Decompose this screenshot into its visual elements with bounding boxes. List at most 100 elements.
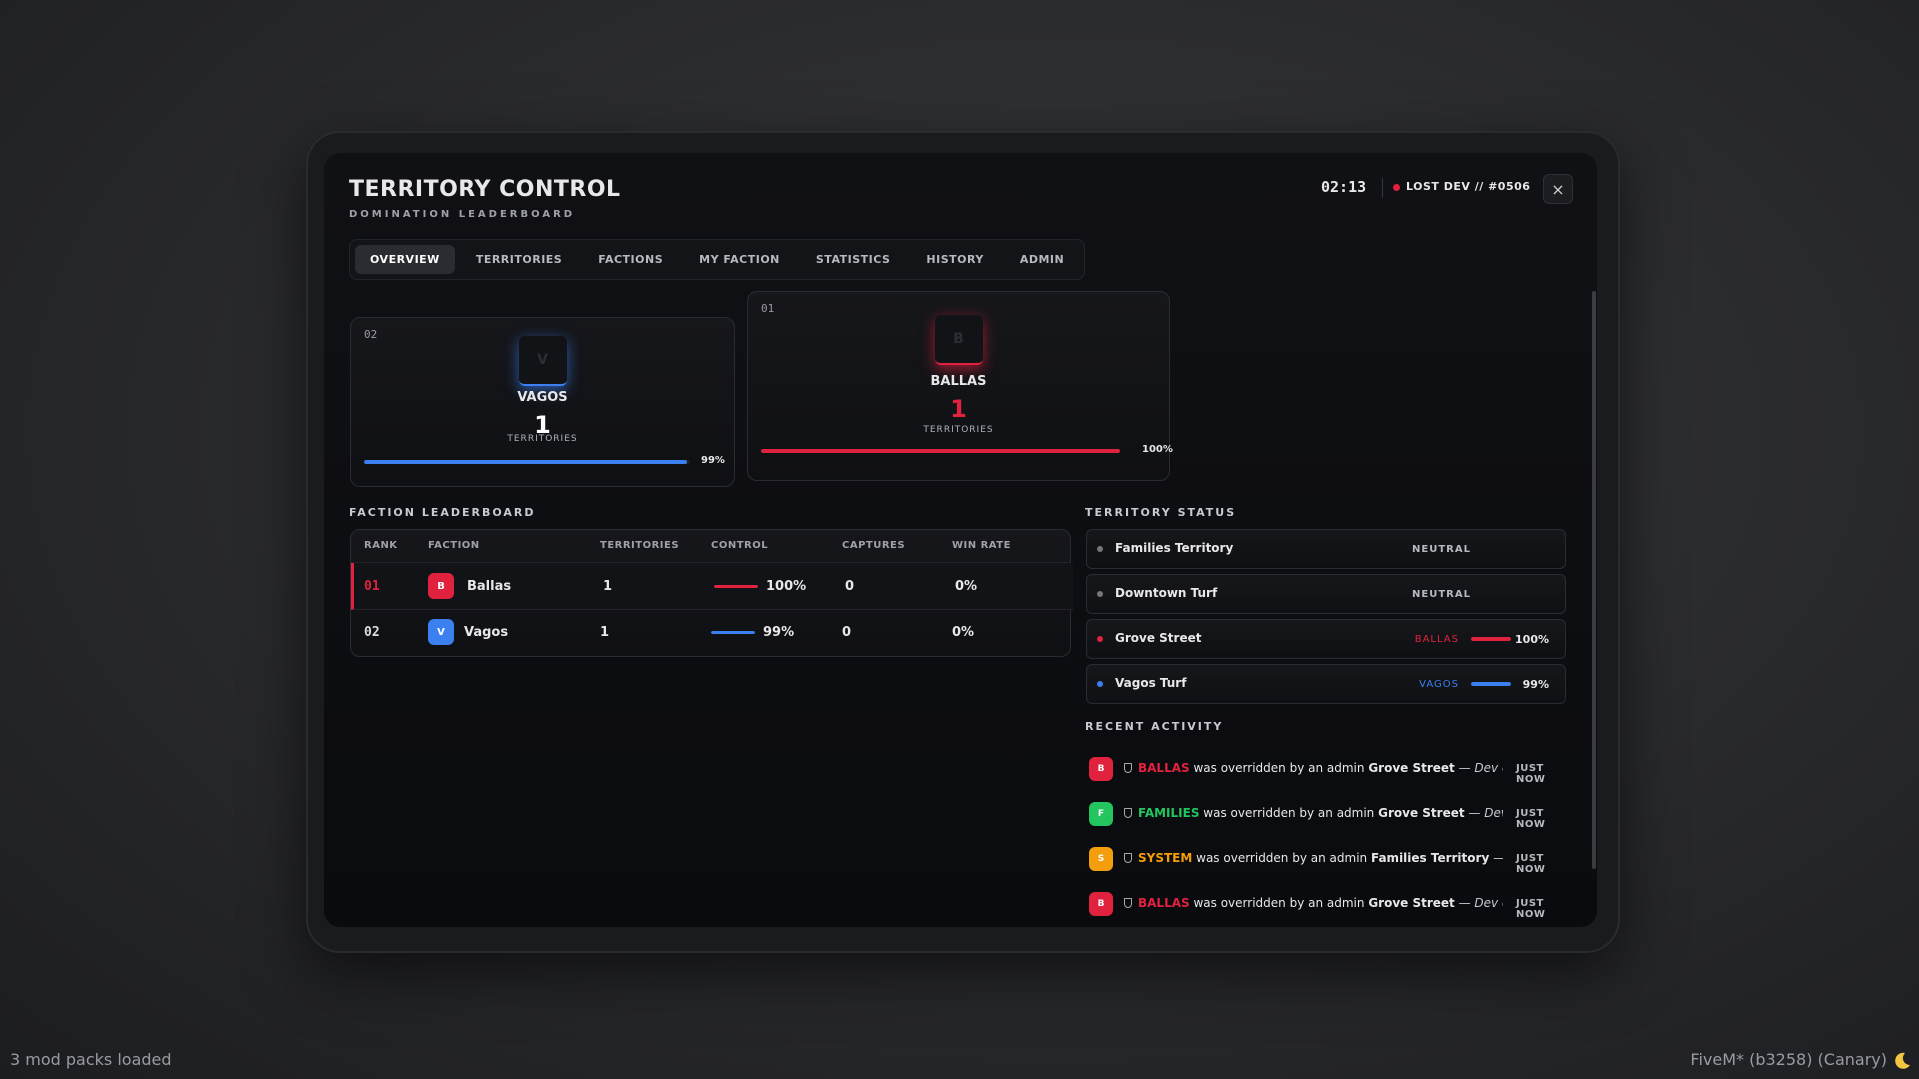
section-title: RECENT ACTIVITY <box>1085 720 1224 733</box>
section-title: TERRITORY STATUS <box>1085 506 1237 519</box>
moon-icon <box>1895 1052 1910 1069</box>
shield-icon <box>1124 898 1132 908</box>
activity-text: BALLAS was overridden by an admin Grove … <box>1138 896 1503 910</box>
tab[interactable]: TERRITORIES <box>475 253 563 266</box>
tab[interactable]: FACTIONS <box>598 253 664 266</box>
activity-text: SYSTEM was overridden by an admin Famili… <box>1138 851 1503 865</box>
faction-name: Vagos <box>464 625 509 640</box>
territory-row[interactable]: Vagos Turf VAGOS 99% <box>1086 664 1566 704</box>
territory-status: NEUTRAL <box>1412 589 1471 600</box>
faction-icon: V <box>428 619 454 645</box>
leaderboard-row[interactable]: 01 B Ballas 1 100% 0 0% <box>351 563 1073 610</box>
tab[interactable]: STATISTICS <box>815 253 891 266</box>
podium-territories: 1 <box>534 411 551 439</box>
clock: 02:13 <box>1321 178 1367 196</box>
footer-right: FiveM* (b3258) (Canary) <box>1690 1050 1887 1069</box>
shield-icon <box>1124 808 1132 818</box>
territory-track <box>1471 637 1511 641</box>
territory-name: Vagos Turf <box>1115 676 1187 690</box>
column-header: RANK <box>364 540 398 551</box>
column-header: TERRITORIES <box>600 540 680 551</box>
territory-status: NEUTRAL <box>1412 544 1471 555</box>
activity-note: — Dev c... <box>1493 851 1503 865</box>
rank: 02 <box>364 625 380 640</box>
activity-note: — Dev com... <box>1468 806 1503 820</box>
activity-territory: Grove Street <box>1368 896 1455 910</box>
control-track <box>714 585 758 588</box>
activity-icon: B <box>1089 757 1113 781</box>
territories: 1 <box>600 625 610 640</box>
podium-card: 01 B BALLAS 1 TERRITORIES 100% <box>747 291 1173 481</box>
podium-bar-track <box>761 449 1120 453</box>
control-percent: 100% <box>766 579 807 594</box>
podium-bar-track <box>364 460 690 464</box>
subtitle: DOMINATION LEADERBOARD <box>349 209 576 220</box>
podium-bar <box>761 449 1120 453</box>
section-title: FACTION LEADERBOARD <box>349 506 536 519</box>
activity-item: F FAMILIES was overridden by an admin Gro… <box>1086 794 1564 834</box>
status-dot <box>1097 681 1103 687</box>
podium-icon: V <box>518 336 567 386</box>
close-button[interactable]: × <box>1543 174 1573 204</box>
rank: 01 <box>364 579 380 594</box>
activity-action: was overridden by an admin <box>1203 806 1375 820</box>
activity-time: JUST NOW <box>1516 898 1546 920</box>
status-dot <box>1097 636 1103 642</box>
activity-action: was overridden by an admin <box>1196 851 1368 865</box>
territory-percent: 99% <box>1522 678 1549 691</box>
column-header: CAPTURES <box>842 540 906 551</box>
title: TERRITORY CONTROL <box>349 177 621 202</box>
activity-territory: Families Territory <box>1370 851 1490 865</box>
captures: 0 <box>845 579 855 594</box>
activity-item: B BALLAS was overridden by an admin Grove… <box>1086 884 1564 924</box>
control-track <box>711 631 755 634</box>
activity-note: — Dev comm... <box>1458 761 1503 775</box>
tab[interactable]: HISTORY <box>926 253 984 266</box>
scrollbar <box>1592 291 1596 869</box>
podium-percent: 99% <box>701 455 725 466</box>
activity-action: was overridden by an admin <box>1193 761 1365 775</box>
footer-left: 3 mod packs loaded <box>10 1050 172 1069</box>
podium-icon: B <box>934 315 983 365</box>
tab[interactable]: OVERVIEW <box>355 245 455 274</box>
territory-bar <box>1471 637 1511 641</box>
column-header: CONTROL <box>711 540 769 551</box>
podium-territories-label: TERRITORIES <box>923 425 994 435</box>
screen: TERRITORY CONTROL DOMINATION LEADERBOARD 0… <box>324 153 1597 927</box>
faction-icon: B <box>428 573 454 599</box>
territory-owner: VAGOS <box>1419 679 1459 690</box>
territory-row[interactable]: Families Territory NEUTRAL <box>1086 529 1566 569</box>
podium-card: 02 V VAGOS 1 TERRITORIES 99% <box>350 317 735 487</box>
activity-icon: S <box>1089 847 1113 871</box>
territory-row[interactable]: Grove Street BALLAS 100% <box>1086 619 1566 659</box>
column-header: WIN RATE <box>952 540 1011 551</box>
territory-name: Grove Street <box>1115 631 1202 645</box>
status-dot <box>1097 546 1103 552</box>
podium-rank: 02 <box>364 328 378 341</box>
tab-bar: OVERVIEW TERRITORIES FACTIONS MY FACTION STA… <box>349 239 1086 280</box>
faction-name: Ballas <box>467 579 512 594</box>
territory-name: Downtown Turf <box>1115 586 1218 600</box>
activity-item: S SYSTEM was overridden by an admin Famil… <box>1086 839 1564 879</box>
podium-name: BALLAS <box>930 374 987 389</box>
tab[interactable]: MY FACTION <box>699 253 780 266</box>
podium-name: VAGOS <box>517 390 568 405</box>
tab[interactable]: ADMIN <box>1019 253 1065 266</box>
podium-territories-label: TERRITORIES <box>507 434 578 444</box>
activity-text: BALLAS was overridden by an admin Grove … <box>1138 761 1503 775</box>
territories: 1 <box>603 579 613 594</box>
leaderboard-row[interactable]: 02 V Vagos 1 99% 0 0% <box>351 609 1070 655</box>
server-label: LOST DEV // #0506 <box>1406 180 1531 193</box>
activity-action: was overridden by an admin <box>1193 896 1365 910</box>
activity-time: JUST NOW <box>1516 853 1546 875</box>
territory-bar <box>1471 682 1511 686</box>
status-dot <box>1097 591 1103 597</box>
territory-row[interactable]: Downtown Turf NEUTRAL <box>1086 574 1566 614</box>
activity-actor: SYSTEM <box>1138 851 1193 865</box>
activity-item: B BALLAS was overridden by an admin Grove… <box>1086 749 1564 789</box>
activity-icon: F <box>1089 802 1113 826</box>
win-rate: 0% <box>952 625 975 640</box>
podium-bar <box>364 460 687 464</box>
activity-territory: Grove Street <box>1368 761 1455 775</box>
